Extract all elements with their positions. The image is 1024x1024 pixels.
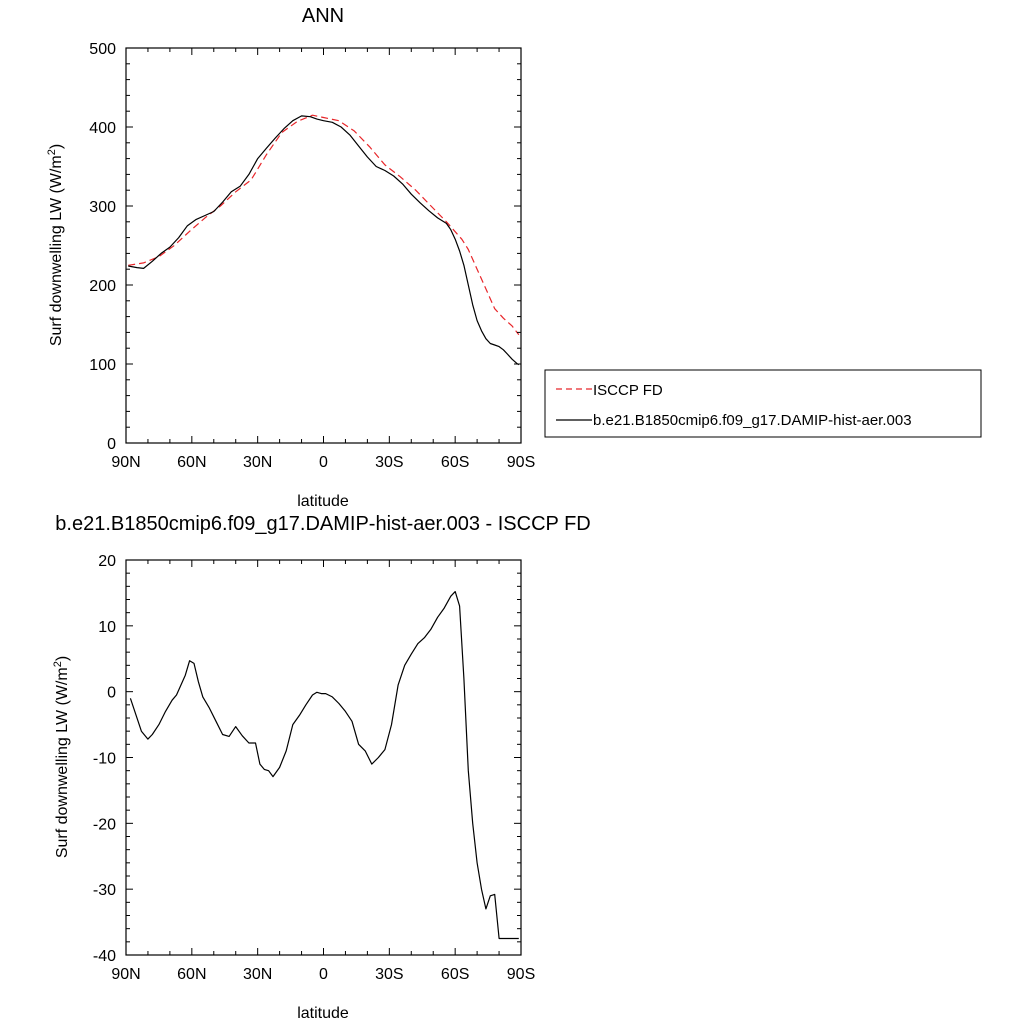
bottom-y-tick-label: 10 — [98, 619, 116, 636]
bottom-x-tick-label: 60N — [177, 966, 206, 983]
top-panel-title: ANN — [302, 5, 344, 27]
bottom-y-axis-label: Surf downwelling LW (W/m2) — [52, 656, 71, 858]
bottom-y-tick-label: -40 — [93, 948, 116, 965]
top-panel: ANN 90N 60N 30N 0 30S 60S 90S0100200300400500 … — [46, 5, 535, 510]
bottom-series-layer — [129, 590, 519, 940]
top-x-tick-label: 60S — [441, 454, 469, 471]
top-ticks-layer: 90N 60N 30N 0 30S 60S 90S 0 100 200 300 400 500 — [89, 41, 535, 471]
top-x-tick-label: 90S — [507, 454, 535, 471]
legend-label-isccp: ISCCP FD — [593, 382, 663, 399]
bottom-ticks-layer: 90N 60N 30N 0 30S 60S 90S -40 -30 -20 -10 0 10 20 — [93, 553, 535, 983]
top-x-tick-label: 30N — [243, 454, 272, 471]
top-x-tick-label: 90N — [111, 454, 140, 471]
bottom-y-tick-label: -20 — [93, 816, 116, 833]
bottom-series-line-difference — [129, 590, 519, 940]
bottom-plot-frame — [125, 559, 522, 956]
bottom-x-tick-label: 0 — [319, 966, 328, 983]
legend-box — [544, 369, 982, 438]
bottom-x-tick-label: 90N — [111, 966, 140, 983]
bottom-x-tick-label: 30S — [375, 966, 403, 983]
top-series-layer — [128, 114, 520, 366]
bottom-x-tick-label: 90S — [507, 966, 535, 983]
bottom-panel: b.e21.B1850cmip6.f09_g17.DAMIP-hist-aer.… — [52, 513, 591, 1022]
top-y-tick-label: 100 — [89, 357, 116, 374]
bottom-y-tick-label: 0 — [107, 685, 116, 702]
top-y-tick-label: 200 — [89, 278, 116, 295]
top-y-axis-label: Surf downwelling LW (W/m2) — [46, 144, 65, 346]
bottom-y-tick-label: -10 — [93, 751, 116, 768]
bottom-x-tick-label: 60S — [441, 966, 469, 983]
top-series-line-isccp — [128, 114, 520, 336]
bottom-x-tick-label: 30N — [243, 966, 272, 983]
top-x-tick-label: 0 — [319, 454, 328, 471]
top-series-line-model — [128, 115, 520, 366]
top-x-tick-label: 30S — [375, 454, 403, 471]
top-x-tick-label: 60N — [177, 454, 206, 471]
top-plot-frame — [125, 47, 522, 444]
top-x-axis-label: latitude — [297, 493, 349, 510]
legend-label-model: b.e21.B1850cmip6.f09_g17.DAMIP-hist-aer.… — [593, 412, 912, 429]
bottom-y-tick-label: -30 — [93, 882, 116, 899]
top-y-tick-label: 500 — [89, 41, 116, 58]
top-y-tick-label: 400 — [89, 120, 116, 137]
bottom-y-tick-label: 20 — [98, 553, 116, 570]
legend: ISCCP FD b.e21.B1850cmip6.f09_g17.DAMIP-… — [544, 369, 982, 438]
bottom-panel-title: b.e21.B1850cmip6.f09_g17.DAMIP-hist-aer.… — [55, 513, 590, 535]
top-y-tick-label: 0 — [107, 436, 116, 453]
bottom-x-axis-label: latitude — [297, 1005, 349, 1022]
top-y-tick-label: 300 — [89, 199, 116, 216]
